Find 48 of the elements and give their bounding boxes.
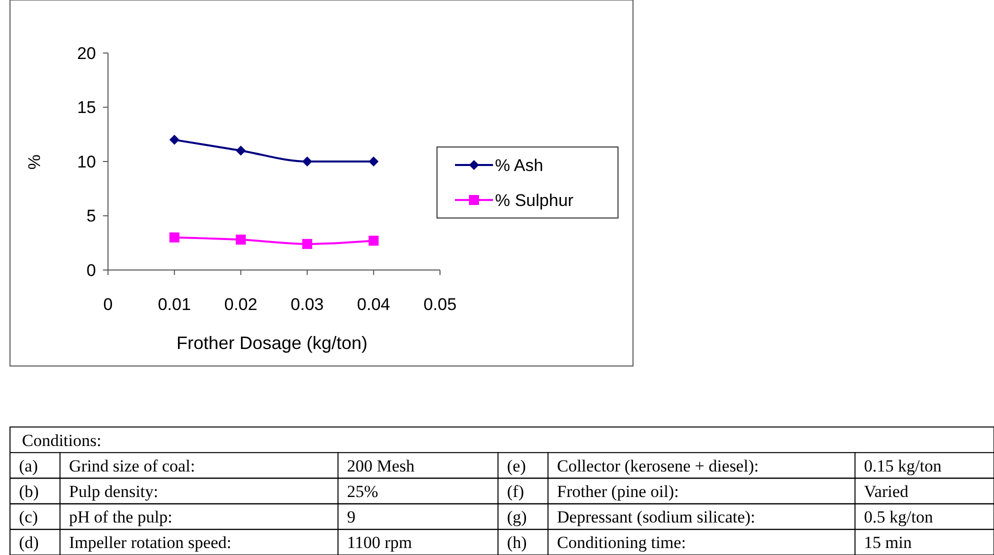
text: (h) — [507, 533, 527, 552]
text: (e) — [507, 456, 526, 476]
legend-label: % Sulphur — [495, 190, 574, 210]
point — [302, 238, 312, 249]
text: Frother (pine oil): — [557, 482, 679, 501]
text: (b) — [19, 482, 39, 501]
x-tick-label: 0 — [103, 295, 113, 314]
text: (c) — [19, 508, 38, 527]
point — [368, 156, 379, 166]
text: 15 min — [864, 533, 912, 552]
text: 1100 rpm — [347, 533, 412, 552]
y-tick-label: 20 — [77, 44, 96, 63]
point — [236, 146, 246, 156]
x-tick-label: 0.02 — [224, 295, 258, 314]
text: Impeller rotation speed: — [69, 533, 232, 552]
x-tick-label: 0.03 — [290, 295, 324, 314]
text: pH of the pulp: — [69, 508, 172, 527]
text: Varied — [864, 482, 909, 501]
text: Conditions: — [22, 430, 102, 450]
text: 200 Mesh — [347, 456, 416, 476]
point — [169, 134, 180, 145]
y-tick-label: 15 — [77, 98, 96, 118]
text: 0.5 kg/ton — [864, 508, 934, 527]
x-tick-label: 0.05 — [423, 295, 457, 314]
text: 9 — [347, 508, 356, 527]
text: 0.15 kg/ton — [864, 456, 942, 476]
text: (d) — [19, 533, 39, 552]
y-tick-label: 0 — [86, 260, 96, 280]
point — [368, 236, 379, 246]
text: Pulp density: — [69, 482, 158, 501]
y-axis-title: % — [25, 154, 44, 170]
text: Depressant (sodium silicate): — [557, 508, 756, 527]
y-tick-label: 10 — [77, 152, 96, 172]
text: (f) — [507, 482, 524, 501]
x-axis-title: Frother Dosage (kg/ton) — [176, 333, 368, 353]
text: 25% — [347, 482, 378, 501]
x-tick-label: 0.01 — [158, 295, 191, 314]
legend-label: % Ash — [495, 156, 544, 175]
text: (a) — [19, 456, 38, 476]
text: (g) — [507, 508, 527, 527]
text: Collector (kerosene + diesel): — [557, 456, 759, 476]
point — [236, 234, 246, 245]
y-tick-label: 5 — [86, 206, 96, 226]
x-tick-label: 0.04 — [357, 295, 390, 314]
point — [169, 232, 180, 242]
text: Grind size of coal: — [69, 456, 196, 476]
point — [302, 156, 312, 166]
text: Conditioning time: — [557, 533, 686, 552]
